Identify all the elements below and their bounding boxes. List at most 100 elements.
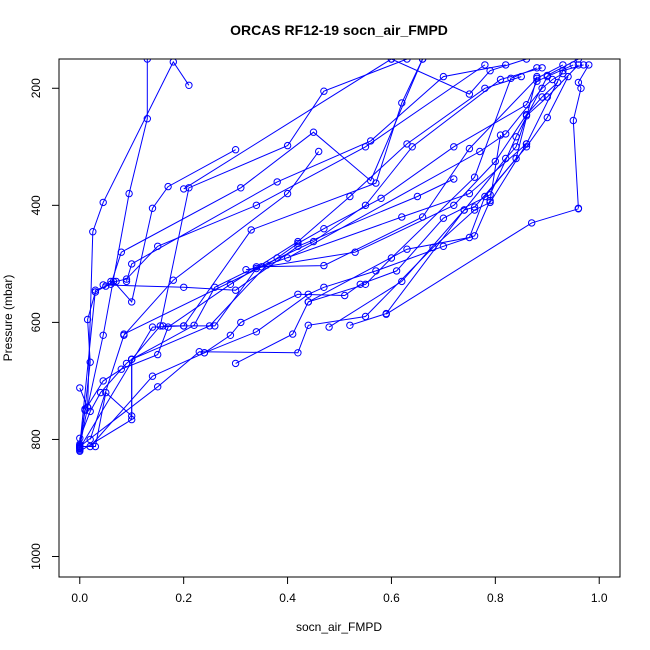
series-line: [308, 76, 538, 303]
series-line: [79, 64, 564, 447]
data-point: [574, 205, 583, 213]
x-tick-label: 0.6: [383, 591, 400, 605]
series-line: [103, 178, 455, 291]
y-tick-label: 400: [29, 195, 43, 215]
data-point: [361, 312, 370, 321]
series-line: [79, 64, 584, 447]
series-12: [231, 64, 541, 368]
data-point: [496, 75, 505, 84]
data-point: [304, 290, 312, 298]
data-point: [164, 182, 172, 191]
data-point: [450, 143, 458, 151]
data-point: [320, 283, 328, 291]
series-16: [242, 78, 562, 274]
data-point: [522, 140, 531, 148]
data-point: [356, 280, 364, 288]
data-point: [372, 267, 380, 275]
data-point: [465, 189, 474, 198]
data-point: [89, 228, 97, 236]
data-point: [91, 286, 100, 294]
data-point: [387, 59, 396, 63]
y-axis: 200 400 600 800 1000: [29, 78, 60, 570]
data-point: [398, 99, 406, 107]
series-6: [76, 59, 193, 411]
data-point: [315, 147, 323, 156]
data-point: [309, 128, 318, 136]
x-tick-label: 0.0: [71, 591, 88, 605]
data-point: [398, 277, 406, 286]
x-tick-label: 0.2: [175, 591, 192, 605]
data-point: [289, 330, 297, 338]
plot-area: [58, 58, 621, 578]
data-point: [86, 435, 94, 444]
data-point: [117, 248, 126, 256]
data-point: [83, 315, 92, 324]
data-point: [283, 141, 292, 150]
series-line: [391, 59, 527, 95]
series-line: [572, 64, 590, 209]
data-point: [398, 213, 406, 221]
data-point: [99, 377, 107, 385]
x-axis-label: socn_air_FMPD: [296, 620, 382, 634]
y-tick-label: 800: [29, 429, 43, 449]
series-line: [89, 151, 320, 440]
data-point: [76, 384, 84, 392]
series-29: [122, 61, 510, 286]
data-point: [346, 321, 354, 329]
data-point: [392, 267, 401, 275]
data-point: [148, 323, 157, 331]
data-point: [439, 214, 448, 222]
data-point: [226, 331, 235, 339]
data-point: [102, 388, 110, 397]
data-point: [128, 260, 136, 268]
series-7: [86, 147, 323, 444]
series-line: [245, 82, 559, 271]
data-point: [465, 233, 474, 242]
data-point: [439, 72, 448, 81]
data-point: [367, 137, 375, 145]
data-point: [304, 298, 312, 306]
data-point: [481, 61, 489, 69]
data-point: [460, 206, 468, 214]
data-point: [252, 328, 261, 336]
data-point: [403, 59, 411, 63]
series-line: [79, 76, 522, 449]
data-point: [470, 232, 479, 240]
series-26: [304, 72, 541, 306]
series-23: [99, 175, 458, 294]
data-point: [465, 144, 474, 153]
data-point: [439, 242, 448, 251]
data-point: [502, 61, 510, 69]
data-point: [403, 245, 411, 253]
data-point: [180, 185, 188, 193]
data-point: [538, 64, 546, 72]
data-point: [257, 263, 266, 271]
data-point: [476, 147, 484, 156]
series-line: [287, 73, 564, 259]
data-point: [367, 177, 375, 185]
data-point: [569, 116, 577, 125]
data-point: [361, 201, 370, 210]
data-point: [491, 157, 499, 166]
series-17: [325, 72, 572, 331]
series-25: [283, 69, 567, 262]
chart-title: ORCAS RF12-19 socn_air_FMPD: [230, 22, 448, 38]
data-point: [211, 322, 219, 330]
data-point: [122, 277, 131, 286]
data-point: [408, 143, 416, 151]
data-point: [320, 87, 328, 95]
data-point: [538, 93, 546, 101]
data-point: [117, 365, 126, 373]
x-tick-label: 1.0: [591, 591, 608, 605]
series-13: [200, 131, 505, 357]
series-10: [76, 59, 411, 455]
data-point: [237, 318, 245, 327]
data-point: [83, 403, 92, 411]
data-point: [125, 189, 133, 198]
data-point: [122, 275, 131, 283]
data-point: [96, 388, 105, 397]
data-point: [169, 59, 177, 66]
data-point: [320, 261, 328, 270]
data-point: [470, 173, 479, 181]
series-line: [110, 64, 486, 282]
